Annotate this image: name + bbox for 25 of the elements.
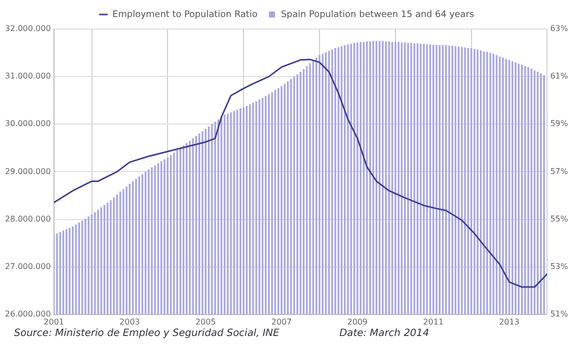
- x-tick-label: 2003: [120, 317, 140, 326]
- y2-tick-label: 53%: [550, 262, 568, 271]
- x-tick-label: 2013: [499, 317, 520, 326]
- y-tick-label: 29.000.000: [4, 166, 51, 176]
- x-tick-label: 2011: [423, 317, 444, 326]
- y2-tick-label: 59%: [550, 119, 568, 128]
- y2-tick-label: 61%: [550, 72, 568, 81]
- x-tick-label: 2005: [195, 317, 216, 326]
- x-tick-label: 2001: [44, 317, 64, 326]
- y-tick-label: 27.000.000: [4, 262, 51, 271]
- y-tick-label: 31.000.000: [4, 72, 51, 81]
- source-note: Source: Ministerio de Empleo y Seguridad Social, INE: [14, 328, 280, 339]
- y2-tick-label: 63%: [550, 24, 568, 34]
- y2-tick-label: 51%: [550, 309, 568, 318]
- y-tick-label: 32.000.000: [4, 24, 51, 34]
- y-tick-label: 30.000.000: [4, 119, 51, 128]
- y-tick-label: 28.000.000: [4, 214, 51, 224]
- legend-label: Spain Population between 15 and 64 years: [280, 10, 474, 20]
- y2-tick-label: 55%: [550, 214, 568, 224]
- y-tick-label: 26.000.000: [4, 309, 51, 318]
- x-tick-label: 2009: [347, 317, 368, 326]
- legend-label: Employment to Population Ratio: [112, 10, 258, 20]
- y2-tick-label: 57%: [550, 166, 568, 176]
- x-tick-label: 2007: [271, 317, 292, 326]
- text: Date: March 2014: [339, 328, 430, 339]
